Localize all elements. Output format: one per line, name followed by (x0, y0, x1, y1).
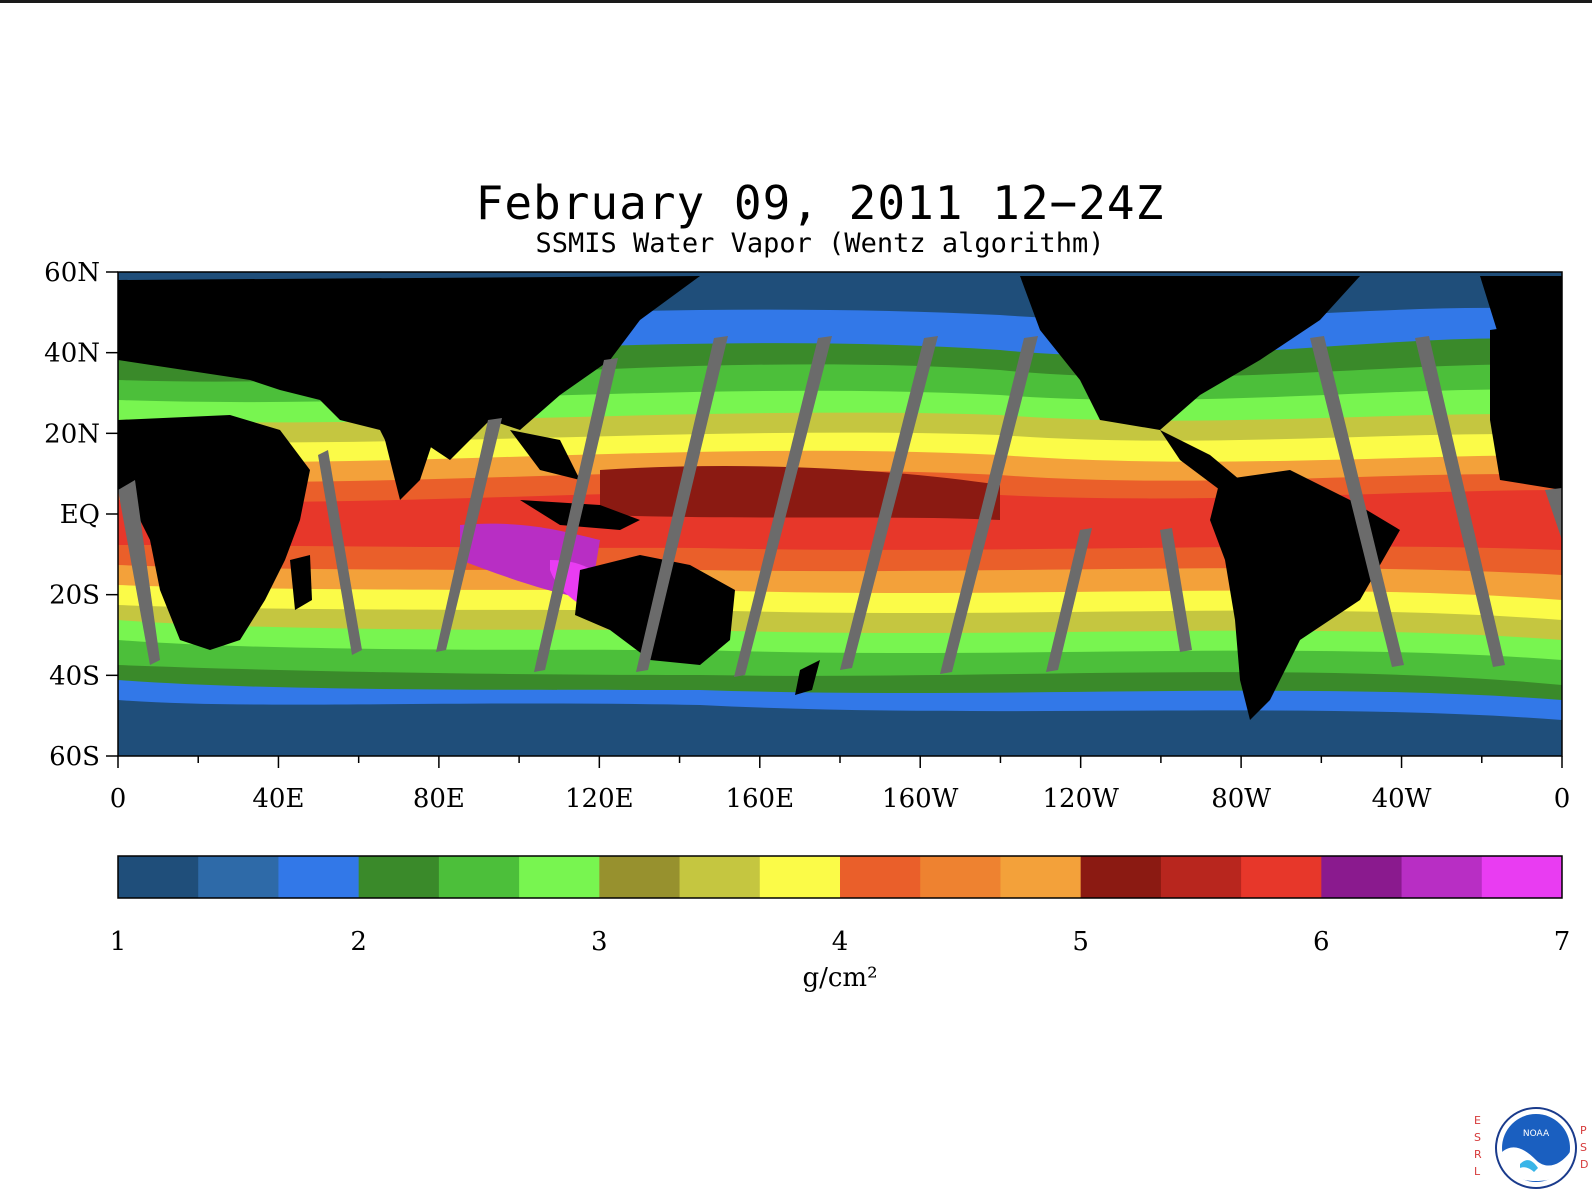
logo-emblem-text: NOAA (1523, 1129, 1550, 1139)
lon-tick-label: 160W (882, 784, 959, 814)
colorbar-swatch (519, 856, 600, 898)
colorbar-swatch (278, 856, 360, 898)
top-border (0, 0, 1592, 3)
lat-tick-label: EQ (60, 500, 100, 530)
lon-tick-label: 40E (252, 784, 304, 814)
logo-letter: S (1580, 1141, 1587, 1154)
lon-tick-label: 120W (1042, 784, 1119, 814)
swath-gap-group (118, 336, 1562, 677)
land-india (380, 420, 440, 500)
swath-gap (534, 358, 618, 672)
land-southeast-asia (510, 430, 580, 480)
map-title: February 09, 2011 12−24Z (475, 176, 1165, 230)
swath-gap (840, 336, 938, 670)
land-north-america (1020, 276, 1360, 430)
swath-gap (1160, 528, 1192, 652)
swath-gap (118, 480, 160, 665)
lon-tick-label: 40W (1372, 784, 1432, 814)
swath-gap (1310, 336, 1404, 667)
lat-tick-label: 60S (49, 742, 100, 772)
logo-letters-right: P S D (1580, 1122, 1592, 1173)
colorbar-swatch (599, 856, 681, 898)
land-central-america (1160, 430, 1240, 490)
colorbar-swatch (1241, 856, 1322, 898)
colorbar-tick-label: 5 (1072, 927, 1089, 957)
colorbar-swatch (118, 856, 199, 898)
lon-tick-label: 0 (110, 784, 127, 814)
colorbar-swatch (1160, 856, 1242, 898)
lat-tick-label: 60N (44, 258, 100, 288)
noaa-emblem-icon: NOAA (1495, 1107, 1577, 1189)
longitude-axis: 0 40E 80E 120E 160E 160W 120W 80W 40W 0 (110, 756, 1571, 814)
swath-gap (734, 336, 832, 677)
swath-gap (1046, 528, 1092, 672)
lat-tick-label: 40N (44, 339, 100, 369)
latitude-axis: 60N 40N 20N EQ 20S 40S 60S (44, 258, 118, 772)
colorbar-swatch (198, 856, 279, 898)
map-subtitle: SSMIS Water Vapor (Wentz algorithm) (535, 228, 1105, 259)
landmass-group (118, 276, 1562, 720)
lon-tick-label: 160E (725, 784, 794, 814)
logo-letter: D (1580, 1158, 1589, 1171)
lat-tick-label: 40S (49, 661, 100, 691)
land-south-america (1210, 470, 1400, 720)
land-africa (118, 415, 310, 650)
noaa-logo: E S R L NOAA P S D (1474, 1106, 1592, 1196)
colorbar-tick-label: 1 (110, 927, 127, 957)
land-west-europe (1490, 320, 1562, 490)
logo-letter: E (1474, 1114, 1481, 1127)
land-new-zealand (795, 660, 820, 695)
lat-tick-label: 20N (44, 419, 100, 449)
lat-tick-label: 20S (49, 581, 100, 611)
colorbar-unit-label: g/cm² (802, 963, 877, 993)
colorbar-tick-label: 3 (591, 927, 608, 957)
colorbar-swatch (1481, 856, 1563, 898)
colorbar-swatch (1080, 856, 1162, 898)
colorbar: 1 2 3 4 5 6 7 g/cm² (110, 855, 1571, 993)
water-vapor-field (118, 272, 1562, 756)
colorbar-swatch (358, 856, 440, 898)
swath-gap (1415, 336, 1505, 667)
land-eurasia (118, 276, 700, 470)
colorbar-tick-label: 7 (1554, 927, 1571, 957)
colorbar-tick-label: 2 (350, 927, 367, 957)
swath-gap (636, 336, 728, 672)
lon-tick-label: 120E (565, 784, 634, 814)
swath-gap (940, 336, 1038, 674)
colorbar-tick-label: 6 (1313, 927, 1330, 957)
land-madagascar (290, 555, 312, 610)
map-figure: 60N 40N 20N EQ 20S 40S 60S 0 40E 80E 120E 160E 160W… (44, 258, 1571, 993)
colorbar-swatch (840, 856, 921, 898)
logo-letter: S (1474, 1131, 1481, 1144)
swath-gap (436, 418, 502, 652)
colorbar-swatch (1321, 856, 1403, 898)
colorbar-swatch (759, 856, 841, 898)
lon-tick-label: 80W (1211, 784, 1271, 814)
colorbar-swatch (679, 856, 761, 898)
lon-tick-label: 0 (1554, 784, 1571, 814)
swath-gap (318, 450, 362, 655)
colorbar-swatch (920, 856, 1001, 898)
lon-tick-label: 80E (413, 784, 465, 814)
colorbar-tick-label: 4 (832, 927, 849, 957)
logo-letter: R (1474, 1148, 1482, 1161)
logo-letters-left: E S R L (1474, 1112, 1486, 1180)
logo-letter: L (1474, 1165, 1481, 1178)
colorbar-swatch (438, 856, 520, 898)
colorbar-frame (117, 855, 1563, 899)
swath-gap (1545, 488, 1562, 540)
colorbar-swatch (1000, 856, 1082, 898)
logo-letter: P (1580, 1124, 1587, 1137)
colorbar-swatch (1401, 856, 1483, 898)
